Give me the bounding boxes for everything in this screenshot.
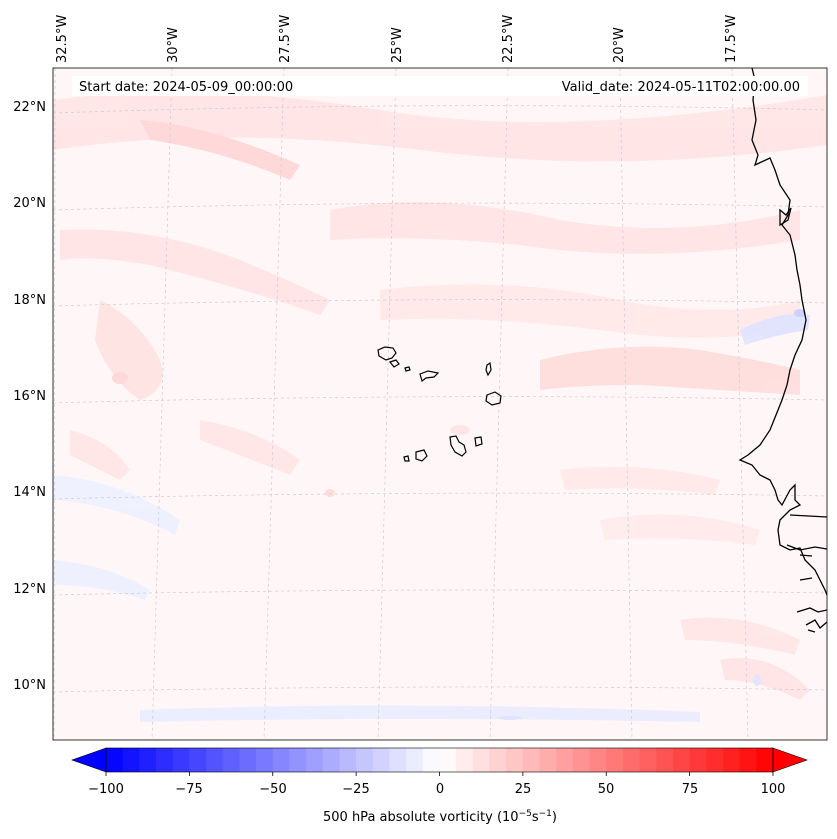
colorbar-cell: [189, 748, 207, 772]
colorbar-cell: [272, 748, 291, 772]
negative-vorticity-patches: [53, 309, 810, 722]
colorbar-cell: [539, 748, 557, 772]
colorbar-cell: [739, 748, 757, 772]
longitude-labels: 32.5°W 30°W 27.5°W 25°W 22.5°W 20°W 17.5…: [55, 15, 739, 63]
lat-label-14n: 14°N: [13, 485, 46, 500]
sal-island: [485, 361, 492, 377]
colorbar-cell: [572, 748, 591, 772]
colorbar-cell: [606, 748, 624, 772]
colorbar-tick-label: 75: [682, 782, 699, 797]
colorbar-cells: [106, 748, 774, 772]
colorbar-cell: [322, 748, 341, 772]
lon-label-25w: 25°W: [390, 27, 405, 63]
valid-date-label: Valid_date: 2024-05-11T02:00:00.00: [562, 80, 800, 95]
lon-label-17-5w: 17.5°W: [724, 15, 739, 63]
colorbar-cell: [689, 748, 707, 772]
start-date-label: Start date: 2024-05-09_00:00:00: [79, 80, 293, 95]
sao-nicolau-island: [419, 370, 440, 383]
colorbar-cell: [589, 748, 607, 772]
fogo-island: [415, 449, 428, 462]
colorbar-cell: [439, 748, 457, 772]
map-frame: [52, 67, 828, 741]
santa-luzia-island: [404, 366, 411, 372]
colorbar-cell: [122, 748, 140, 772]
colorbar-cell: [156, 748, 174, 772]
lat-label-16n: 16°N: [13, 389, 46, 404]
lat-label-18n: 18°N: [13, 293, 46, 308]
colorbar-tick-label: 100: [761, 782, 786, 797]
colorbar-cell: [256, 748, 274, 772]
colorbar-tick-label: 25: [515, 782, 532, 797]
brava-island: [403, 455, 410, 462]
colorbar-cell: [239, 748, 257, 772]
colorbar-cell: [422, 748, 441, 772]
colorbar-tick-label: 50: [598, 782, 615, 797]
colorbar-tick-label: −50: [259, 782, 286, 797]
colorbar-cell: [656, 748, 674, 772]
colorbar-cell: [456, 748, 474, 772]
lon-label-22-5w: 22.5°W: [501, 15, 516, 63]
lat-label-20n: 20°N: [13, 196, 46, 211]
colorbar-ticks: [105, 772, 774, 776]
map-area: [53, 68, 827, 740]
colorbar-cell: [222, 748, 240, 772]
colorbar-cell: [289, 748, 307, 772]
santiago-island: [449, 435, 467, 457]
colorbar-tick-label: −100: [88, 782, 124, 797]
colorbar-cell: [489, 748, 507, 772]
colorbar-cell: [139, 748, 157, 772]
latitude-labels: 22°N 20°N 18°N 16°N 14°N 12°N 10°N: [13, 100, 46, 693]
colorbar-tick-label: −25: [342, 782, 369, 797]
colorbar-cell: [339, 748, 357, 772]
colorbar-cell: [622, 748, 641, 772]
colorbar-tick-label: −75: [175, 782, 202, 797]
colorbar-cell: [106, 748, 124, 772]
lat-label-10n: 10°N: [13, 678, 46, 693]
colorbar-cell: [506, 748, 524, 772]
santo-antao-island: [377, 346, 397, 361]
colorbar-cell: [556, 748, 574, 772]
colorbar: −100 −75 −50 −25 0 25 50 75 100 500 hPa …: [71, 747, 808, 825]
colorbar-cell: [356, 748, 374, 772]
colorbar-cell: [639, 748, 657, 772]
colorbar-right-extend-arrow: [772, 747, 808, 773]
lat-label-12n: 12°N: [13, 582, 46, 597]
lat-label-22n: 22°N: [13, 100, 46, 115]
colorbar-left-extend-arrow: [71, 747, 107, 773]
annotation-box: [72, 76, 808, 96]
lon-label-27-5w: 27.5°W: [278, 15, 293, 63]
africa-coastline: [738, 68, 827, 633]
colorbar-tick-label: 0: [436, 782, 444, 797]
maio-island: [474, 436, 483, 447]
lon-label-32-5w: 32.5°W: [55, 15, 70, 63]
colorbar-cell: [306, 748, 324, 772]
lon-label-20w: 20°W: [612, 27, 627, 63]
colorbar-cell: [722, 748, 741, 772]
colorbar-cell: [522, 748, 541, 772]
colorbar-cell: [372, 748, 391, 772]
lon-label-30w: 30°W: [166, 27, 181, 63]
colorbar-cell: [406, 748, 424, 772]
colorbar-cell: [756, 748, 774, 772]
cape-verde-islands: [377, 346, 502, 462]
colorbar-cell: [389, 748, 407, 772]
colorbar-cell: [672, 748, 691, 772]
boa-vista-island: [485, 391, 502, 406]
colorbar-cell: [472, 748, 491, 772]
colorbar-cell: [706, 748, 724, 772]
graticule: [53, 68, 827, 740]
colorbar-cell: [206, 748, 224, 772]
sao-vicente-island: [388, 359, 400, 368]
positive-vorticity-patches: [53, 92, 827, 700]
colorbar-cell: [172, 748, 190, 772]
colorbar-title: 500 hPa absolute vorticity (10−5s−1): [323, 809, 557, 825]
